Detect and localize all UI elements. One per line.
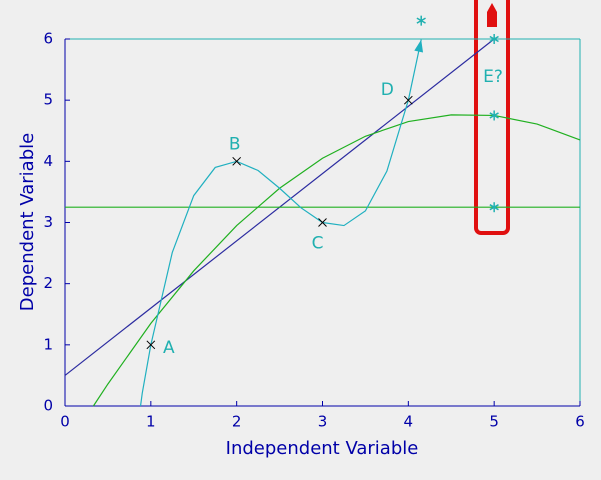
prediction-star: [416, 15, 426, 26]
star-stroke: [489, 35, 499, 43]
data-point: [403, 95, 413, 105]
prediction-star: [489, 202, 499, 213]
prediction-star: [489, 110, 499, 121]
point-label: A: [163, 338, 175, 358]
annotation: E?: [483, 67, 503, 87]
y-axis-label: Dependent Variable: [17, 133, 38, 311]
point-label: D: [381, 80, 394, 100]
x-tick-label: 2: [232, 413, 242, 431]
y-tick-label: 5: [43, 91, 53, 109]
y-tick-label: 0: [43, 397, 53, 415]
star-stroke: [489, 112, 499, 119]
x-tick-label: 0: [60, 413, 70, 431]
y-tick-label: 1: [43, 335, 53, 353]
cross-stroke: [146, 340, 156, 350]
y-tick-label: 2: [43, 274, 53, 292]
cross-stroke: [318, 218, 327, 227]
y-tick-label: 3: [43, 213, 53, 231]
star-stroke: [416, 17, 426, 24]
highlight-box: [474, 0, 510, 235]
x-tick-label: 6: [575, 413, 585, 431]
cross-stroke: [403, 95, 413, 105]
point-label: B: [229, 134, 241, 154]
star-stroke: [489, 204, 499, 211]
x-axis-label: Independent Variable: [226, 438, 419, 459]
x-tick-label: 1: [146, 413, 156, 431]
x-tick-label: 4: [404, 413, 414, 431]
data-point: [318, 218, 327, 227]
arrow-head: [414, 39, 424, 53]
point-label: C: [312, 234, 324, 254]
x-tick-label: 3: [318, 413, 328, 431]
y-tick-label: 4: [43, 152, 53, 170]
cross-stroke: [232, 156, 242, 166]
highlight-marker: [487, 3, 497, 27]
fit-curve: [139, 39, 422, 407]
data-point: [146, 340, 156, 350]
x-tick-label: 5: [489, 413, 499, 431]
data-point: [232, 156, 242, 166]
y-tick-label: 6: [43, 30, 53, 48]
prediction-star: [489, 34, 499, 44]
